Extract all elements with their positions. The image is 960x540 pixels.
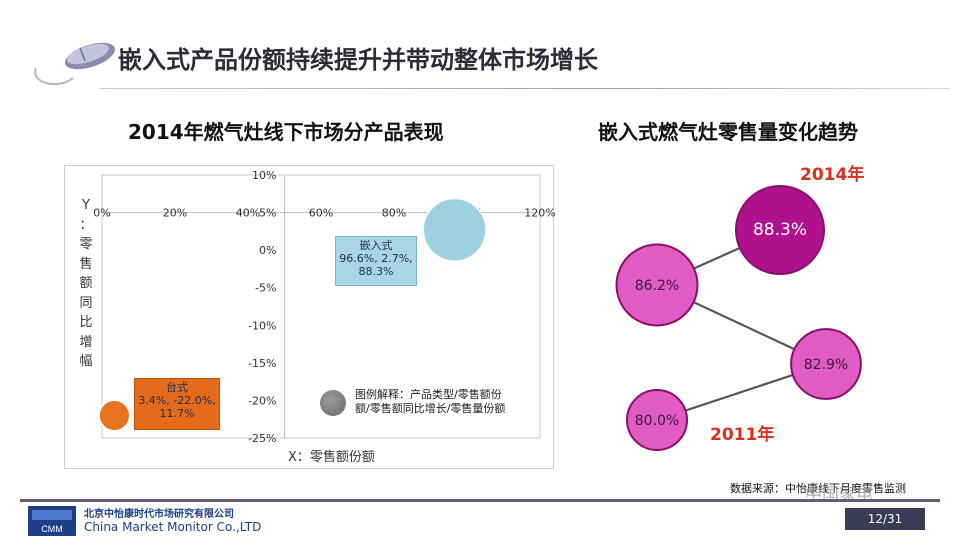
x-tick-label: 60% (309, 207, 333, 220)
page-number: 12/31 (845, 508, 925, 530)
x-tick-label: 40% (236, 207, 260, 220)
plot-area (101, 174, 541, 439)
trend-bubble-2012年 (790, 328, 862, 400)
legend-bubble (320, 390, 346, 416)
y-axis-title-char: 售 (79, 256, 93, 272)
y-axis-title: Y ： 零售额同比增幅 (78, 196, 94, 372)
trend-bubble-label: 80.0% (635, 413, 679, 429)
trend-bubble-label: 88.3% (753, 220, 807, 240)
callout-tabletop-line2: 11.7% (159, 407, 195, 420)
y-tick-label: 10% (252, 169, 276, 182)
bubble-embedded (422, 197, 487, 262)
callout-embedded-name: 嵌入式 (359, 239, 393, 252)
y-axis-title-char: 零 (79, 237, 93, 252)
legend-note: 图例解释：产品类型/零售额份 额/零售额同比增长/零售量份额 (355, 388, 505, 416)
cmm-logo-icon: CMM (28, 506, 76, 536)
footer-divider (20, 499, 940, 502)
x-tick-label: 0% (93, 207, 110, 220)
callout-embedded: 嵌入式 96.6%, 2.7%, 88.3% (335, 236, 417, 286)
y-axis-title-char: ： (79, 217, 93, 233)
slide-title: 嵌入式产品份额持续提升并带动整体市场增长 (118, 46, 598, 74)
y-axis-title-char: 额 (79, 276, 93, 291)
callout-embedded-line1: 96.6%, 2.7%, (339, 252, 413, 265)
left-chart-title: 2014年燃气灶线下市场分产品表现 (128, 120, 444, 144)
trend-bubble-2013年 (615, 243, 699, 327)
y-axis-title-char: 比 (79, 315, 93, 330)
callout-tabletop-line1: 3.4%, -22.0%, (138, 394, 216, 407)
y-axis-title-char: 同 (79, 295, 93, 311)
y-tick-label: -25% (248, 432, 276, 445)
callout-tabletop-name: 台式 (166, 381, 188, 394)
x-tick-label: 120% (524, 207, 555, 220)
x-tick-label: 20% (163, 207, 187, 220)
callout-tabletop: 台式 3.4%, -22.0%, 11.7% (134, 378, 220, 430)
trend-bubble-label: 86.2% (635, 278, 679, 294)
trend-chart: 80.0% 82.9% 86.2% 88.3% (615, 185, 862, 451)
trend-bubble-2014年 (735, 185, 825, 275)
y-tick-label: -20% (248, 394, 276, 407)
company-name-cn: 北京中怡康时代市场研究有限公司 (84, 509, 234, 520)
legend-note-line2: 额/零售额同比增长/零售量份额 (355, 402, 506, 415)
source-note: 数据来源：中怡康线下月度零售监测 (730, 482, 906, 495)
y-axis-title-char: 幅 (79, 354, 93, 369)
y-tick-label: -15% (248, 357, 276, 370)
y-tick-label: -5% (255, 282, 276, 295)
y-axis-title-char: Y (82, 198, 90, 213)
year-label-2011: 2011年 (710, 425, 775, 445)
title-divider (100, 88, 950, 89)
mouse-logo-icon (34, 42, 115, 86)
x-axis-title: X：零售额份额 (288, 450, 375, 465)
y-tick-label: 5% (259, 207, 276, 220)
right-chart-title: 嵌入式燃气灶零售量变化趋势 (598, 120, 858, 144)
company-name-en: China Market Monitor Co.,LTD (84, 520, 262, 534)
cmm-logo-text: CMM (41, 524, 63, 534)
bubble-tabletop (98, 399, 131, 432)
legend-note-line1: 图例解释：产品类型/零售额份 (355, 388, 502, 401)
callout-embedded-line2: 88.3% (358, 265, 394, 278)
y-tick-label: 0% (259, 244, 276, 257)
year-label-2014: 2014年 (800, 165, 865, 185)
y-axis-title-char: 增 (79, 334, 93, 350)
x-tick-label: 80% (382, 207, 406, 220)
trend-bubble-2011年 (626, 389, 688, 451)
trend-bubble-label: 82.9% (804, 357, 848, 373)
y-tick-label: -10% (248, 319, 276, 332)
